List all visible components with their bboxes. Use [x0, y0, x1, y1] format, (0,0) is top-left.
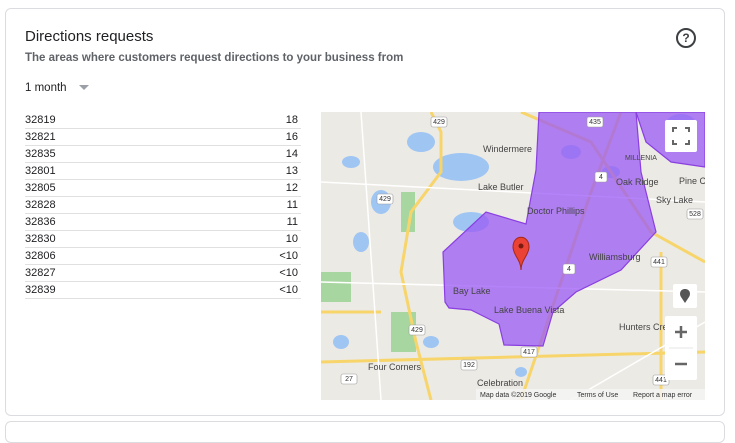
request-count: 18 [285, 114, 298, 126]
place-label: Oak Ridge [616, 177, 659, 187]
place-label: Pine C [679, 176, 705, 186]
card [5, 8, 725, 416]
table-row: 32828 11 [25, 197, 301, 214]
zip-code: 32819 [25, 114, 56, 126]
place-label: Hunters Cree [619, 322, 673, 332]
period-label: 1 month [25, 82, 67, 94]
zip-code: 32830 [25, 233, 56, 245]
page: Directions requests The areas where cust… [5, 8, 725, 443]
request-count: 11 [286, 216, 298, 228]
help-button[interactable]: ? [676, 28, 696, 48]
subtitle: The areas where customers request direct… [25, 52, 404, 64]
road-shields [340, 116, 704, 386]
zip-code: 32839 [25, 284, 56, 296]
table-row: 32830 10 [25, 231, 301, 248]
zip-code: 32805 [25, 182, 56, 194]
terms-link[interactable]: Terms of Use [577, 392, 618, 399]
business-marker[interactable] [512, 236, 530, 271]
place-label: Bay Lake [453, 286, 491, 296]
request-count: 12 [285, 182, 298, 194]
zip-code: 32828 [25, 199, 56, 211]
place-label: Lake Buena Vista [494, 305, 564, 315]
table-row: 32805 12 [25, 180, 301, 197]
zip-code: 32801 [25, 165, 56, 177]
road-shield: 441 [653, 259, 665, 266]
request-count: 10 [285, 233, 298, 245]
request-count: 14 [285, 148, 298, 160]
table-row: 32819 18 [25, 112, 301, 129]
place-label: Lake Butler [478, 182, 524, 192]
map-attribution: Map data ©2019 Google [480, 391, 556, 399]
zip-code: 32836 [25, 216, 56, 228]
request-count: 13 [285, 165, 298, 177]
fullscreen-button[interactable] [665, 120, 697, 152]
report-link[interactable]: Report a map error [633, 392, 693, 399]
road-shield: 4 [567, 266, 571, 273]
zip-code: 32835 [25, 148, 56, 160]
road-shield: 4 [599, 174, 603, 181]
road-shield: 441 [655, 377, 667, 384]
title: Directions requests [25, 28, 154, 45]
request-count: <10 [279, 267, 298, 279]
road-shield: 429 [411, 327, 423, 334]
place-label: Sky Lake [656, 195, 693, 205]
table-row: 32801 13 [25, 163, 301, 180]
place-label: MILLENIA [625, 155, 657, 162]
road-shield: 192 [463, 362, 475, 369]
request-count: 11 [286, 199, 298, 211]
place-label: Celebration [477, 378, 523, 388]
table-row: 32839 <10 [25, 282, 301, 299]
table-row: 32827 <10 [25, 265, 301, 282]
place-label: Four Corners [368, 362, 422, 372]
place-label: Windermere [483, 144, 532, 154]
zip-code: 32827 [25, 267, 56, 279]
road-shield: 429 [379, 196, 391, 203]
road-shield: 27 [345, 376, 353, 383]
table-row: 32836 11 [25, 214, 301, 231]
road-shield: 435 [589, 119, 601, 126]
map-footer-bg [476, 389, 705, 400]
card [5, 421, 725, 443]
request-count: <10 [279, 284, 298, 296]
road-shield: 417 [523, 349, 535, 356]
zip-code: 32806 [25, 250, 56, 262]
map[interactable]: 429 435 429 528 441 429 417 192 27 441 4… [321, 112, 705, 400]
zoom-controls[interactable] [665, 316, 697, 380]
street-view-button[interactable] [673, 284, 697, 308]
place-labels: Windermere Lake Butler Doctor Phillips O… [368, 144, 705, 388]
road-shield: 429 [433, 119, 445, 126]
zip-code: 32821 [25, 131, 56, 143]
table-row: 32821 16 [25, 129, 301, 146]
road-shield-labels: 429 435 429 528 441 429 417 192 27 441 4… [345, 119, 701, 384]
period-dropdown[interactable]: 1 month [25, 82, 90, 94]
table-row: 32806 <10 [25, 248, 301, 265]
request-count: 16 [285, 131, 298, 143]
table-row: 32835 14 [25, 146, 301, 163]
request-count: <10 [279, 250, 298, 262]
road-shield: 528 [689, 211, 701, 218]
place-label: Doctor Phillips [527, 206, 585, 216]
dropdown-arrow [78, 85, 89, 90]
place-label: Williamsburg [589, 252, 641, 262]
table: 32819 18 32821 16 32835 14 32801 13 32805 12 32828… [25, 112, 301, 299]
